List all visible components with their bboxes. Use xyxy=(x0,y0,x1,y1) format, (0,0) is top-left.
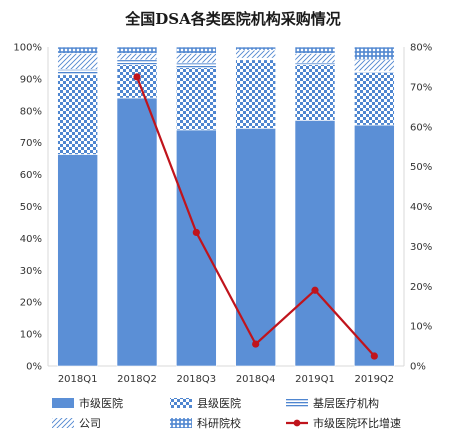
y-left-tick-label: 70% xyxy=(20,138,42,149)
bar-segment xyxy=(116,53,158,61)
legend-label: 市级医院 xyxy=(79,396,123,410)
bar-segment xyxy=(354,59,395,72)
x-tick-label: 2018Q1 xyxy=(58,374,98,385)
bar-segment xyxy=(116,46,158,54)
y-left-tick-label: 20% xyxy=(20,298,42,309)
bar-segment xyxy=(176,53,217,64)
bar-segment xyxy=(116,97,158,367)
bar-segment xyxy=(235,128,276,367)
y-right-tick-label: 0% xyxy=(410,362,426,373)
bar-segment xyxy=(57,46,98,54)
y-left-tick-label: 50% xyxy=(20,202,42,213)
bar-segment xyxy=(294,46,336,54)
legend-swatch xyxy=(286,398,308,408)
legend-swatch xyxy=(170,418,192,428)
x-tick-label: 2019Q2 xyxy=(354,374,394,385)
growth-point xyxy=(370,352,378,360)
x-tick-label: 2019Q1 xyxy=(295,374,335,385)
bar-segment xyxy=(176,67,217,131)
x-tick-label: 2018Q4 xyxy=(236,374,276,385)
legend-swatch xyxy=(170,398,192,408)
bar-segment xyxy=(294,120,336,367)
growth-point xyxy=(133,73,141,81)
bar-segment xyxy=(57,69,98,76)
legend-label: 科研院校 xyxy=(197,416,241,430)
bar-segment xyxy=(176,62,217,69)
legend-swatch xyxy=(52,418,74,428)
legend-label: 市级医院环比增速 xyxy=(313,416,401,430)
legend-label: 县级医院 xyxy=(197,396,241,410)
x-tick-label: 2018Q2 xyxy=(117,374,157,385)
bar-segment xyxy=(116,64,158,99)
legend-swatch xyxy=(52,398,74,408)
y-left-tick-label: 80% xyxy=(20,106,42,117)
y-left-tick-label: 100% xyxy=(13,43,42,54)
y-right-tick-label: 20% xyxy=(410,282,432,293)
y-left-tick-label: 60% xyxy=(20,170,42,181)
plot-area: 0% 10% 20% 30% 40% 50% 60% 70% 80% 90% 100% 0% 10% 20… xyxy=(13,43,432,386)
x-tick-label: 2018Q3 xyxy=(176,374,216,385)
bar-segment xyxy=(354,46,395,61)
bar-segment xyxy=(294,53,336,64)
y-right-tick-label: 50% xyxy=(410,162,432,173)
y-left-tick-label: 40% xyxy=(20,234,42,245)
y-right-tick-label: 80% xyxy=(410,43,432,54)
y-right-tick-label: 10% xyxy=(410,322,432,333)
legend-marker xyxy=(293,419,301,427)
y-left-tick-label: 0% xyxy=(26,362,42,373)
legend-label: 基层医疗机构 xyxy=(313,396,379,410)
bar-segment xyxy=(354,72,395,126)
y-right-tick-label: 40% xyxy=(410,202,432,213)
y-left-tick-label: 90% xyxy=(20,74,42,85)
bar-segment xyxy=(57,154,98,367)
y-right-tick-label: 70% xyxy=(410,82,432,93)
bar-segment xyxy=(294,64,336,121)
bar-segment xyxy=(57,74,98,155)
legend-label: 公司 xyxy=(79,417,101,430)
y-right-tick-label: 60% xyxy=(410,122,432,133)
bar-segment xyxy=(176,46,217,54)
bar-segment xyxy=(235,46,276,51)
bar-segment xyxy=(116,59,158,65)
bar-segment xyxy=(176,129,217,367)
growth-point xyxy=(311,286,319,294)
bar-segment xyxy=(57,53,98,70)
bar-segment xyxy=(235,49,276,59)
bar-segment xyxy=(235,59,276,129)
y-left-tick-label: 10% xyxy=(20,330,42,341)
y-right-tick-label: 30% xyxy=(410,242,432,253)
growth-point xyxy=(192,228,200,237)
chart-title: 全国DSA各类医院机构采购情况 xyxy=(124,10,340,28)
bar-segment xyxy=(354,124,395,367)
y-left-tick-label: 30% xyxy=(20,266,42,277)
growth-point xyxy=(252,340,260,348)
